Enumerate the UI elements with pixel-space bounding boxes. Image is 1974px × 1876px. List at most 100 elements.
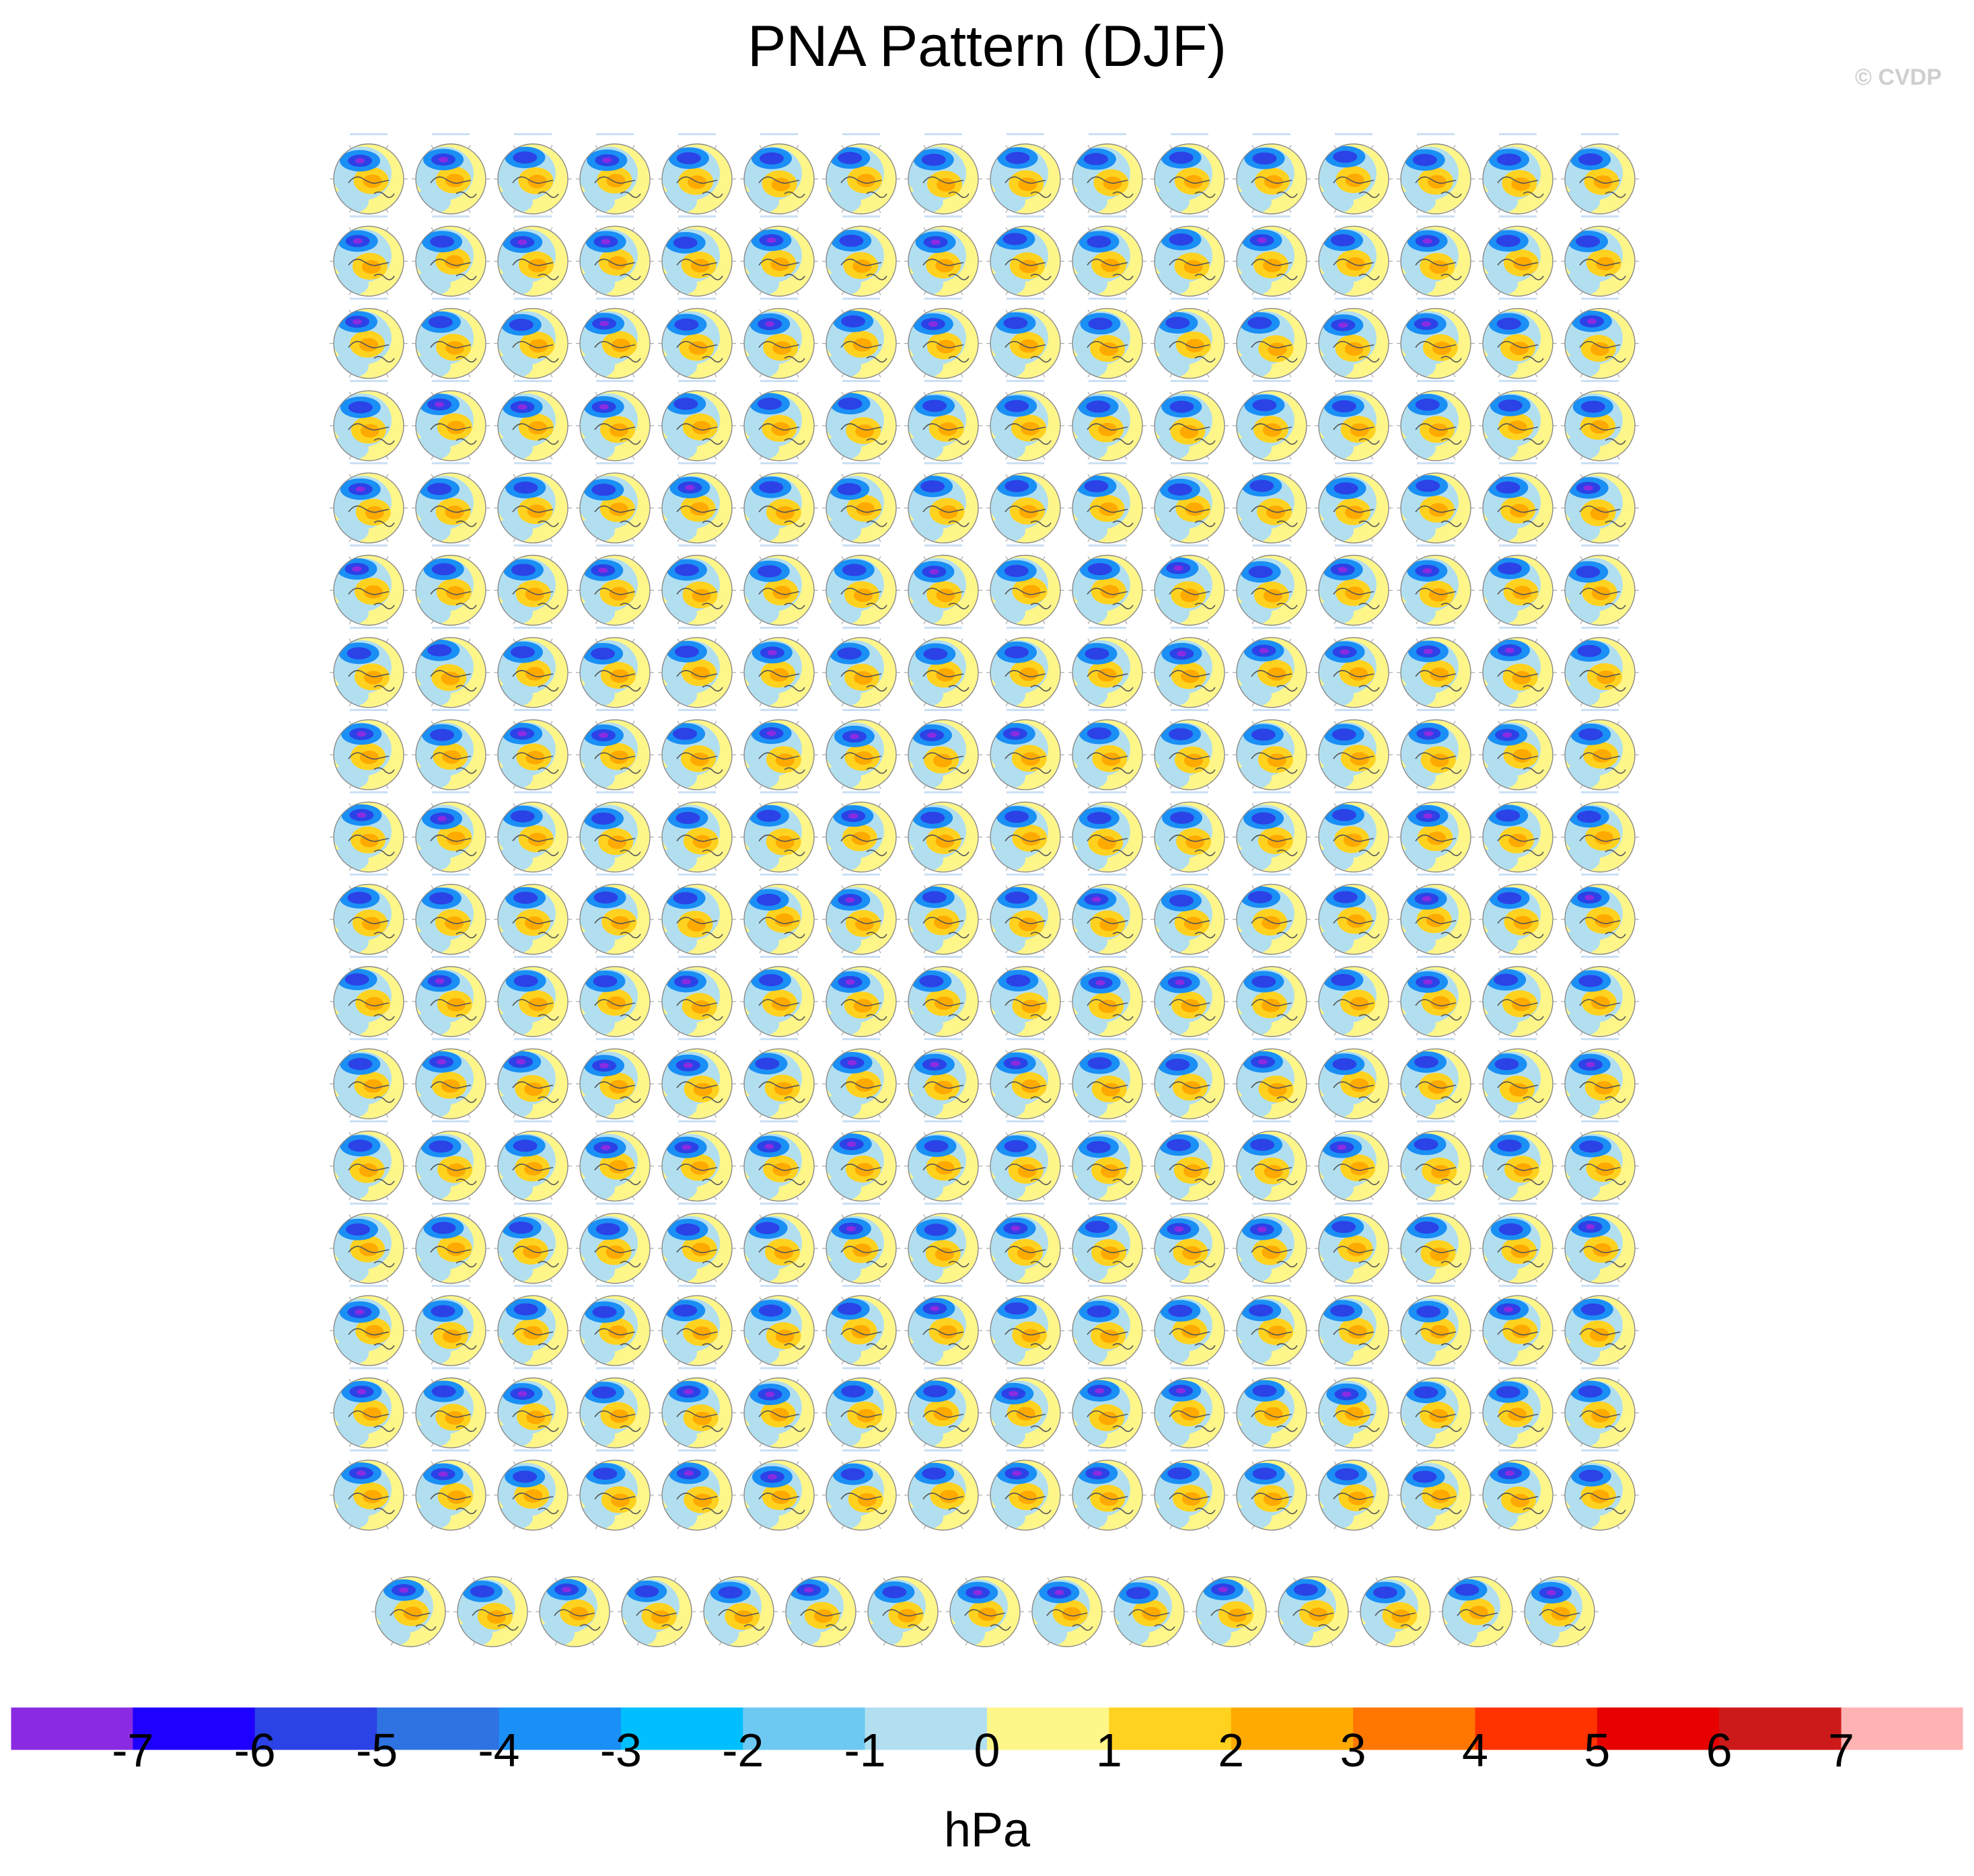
map-panel (1397, 1367, 1475, 1449)
map-panel (904, 1367, 982, 1449)
map-panel (412, 544, 490, 626)
map-panel (494, 956, 572, 1037)
map-panel (658, 791, 736, 873)
colorbar-tick-label: -1 (844, 1724, 886, 1776)
map-panel (658, 1038, 736, 1120)
map-panel (576, 1120, 654, 1202)
map-panel (1561, 462, 1639, 543)
map-panel (1561, 791, 1639, 873)
map-panel (740, 956, 818, 1037)
map-panel (1068, 956, 1146, 1037)
map-panel (494, 1449, 572, 1531)
map-panel (1068, 709, 1146, 790)
map-panel (330, 1449, 408, 1531)
map-panel (986, 215, 1064, 297)
colorbar-segment (1231, 1707, 1354, 1750)
map-panel (822, 1120, 900, 1202)
colorbar-tick-label: 7 (1828, 1724, 1854, 1776)
map-panel (986, 297, 1064, 379)
map-panel (1233, 215, 1311, 297)
colorbar-tick-label: -5 (356, 1724, 398, 1776)
map-panel (1315, 1367, 1393, 1449)
map-panel (658, 709, 736, 790)
map-panel (1150, 956, 1229, 1037)
map-panel (658, 956, 736, 1037)
map-panel (1397, 1038, 1475, 1120)
map-panel (1068, 462, 1146, 543)
map-panel (1315, 1449, 1393, 1531)
colorbar-segment (1353, 1707, 1476, 1750)
cvdp-watermark: © CVDP (1855, 65, 1942, 90)
map-panel (412, 1367, 490, 1449)
map-panel (1479, 379, 1557, 461)
map-panel (576, 791, 654, 873)
map-panel (494, 544, 572, 626)
map-panel (330, 626, 408, 708)
map-panel (1150, 1367, 1229, 1449)
map-panel (1561, 1202, 1639, 1284)
map-panel (1397, 215, 1475, 297)
map-panel (1397, 297, 1475, 379)
map-panel (1068, 544, 1146, 626)
colorbar-tick-label: -7 (112, 1724, 153, 1776)
colorbar-segment (743, 1707, 866, 1750)
map-panel (822, 1449, 900, 1531)
map-panel (1150, 1038, 1229, 1120)
colorbar-tick-label: 4 (1462, 1724, 1488, 1776)
map-panel (1068, 297, 1146, 379)
map-panel (1150, 544, 1229, 626)
map-panel (904, 1202, 982, 1284)
map-panel (1150, 462, 1229, 543)
map-panel (904, 626, 982, 708)
map-panel (330, 1038, 408, 1120)
map-panel (494, 133, 572, 215)
map-panel (904, 379, 982, 461)
map-panel (986, 1285, 1064, 1366)
map-panel (740, 133, 818, 215)
colorbar-tick-label: 3 (1340, 1724, 1366, 1776)
colorbar-tick-label: 1 (1096, 1724, 1122, 1776)
map-panel (740, 462, 818, 543)
map-panel (740, 1449, 818, 1531)
map-panel (1521, 1576, 1599, 1647)
map-panel (1150, 1202, 1229, 1284)
colorbar-segment (987, 1707, 1109, 1750)
map-panel (1561, 1367, 1639, 1449)
map-panel (782, 1576, 860, 1647)
colorbar-tick-label: -6 (234, 1724, 276, 1776)
map-panel (536, 1576, 614, 1647)
map-panel (1150, 297, 1229, 379)
map-panel (986, 544, 1064, 626)
map-panel (330, 791, 408, 873)
map-panel (494, 1202, 572, 1284)
map-panel (1068, 1285, 1146, 1366)
map-panel (1479, 626, 1557, 708)
map-panel (822, 626, 900, 708)
map-panel (1479, 544, 1557, 626)
map-panel (904, 791, 982, 873)
map-panel (576, 873, 654, 955)
map-panel (1315, 956, 1393, 1037)
colorbar-segment (620, 1707, 743, 1750)
map-panel (658, 873, 736, 955)
map-panel (740, 215, 818, 297)
map-panel (822, 1367, 900, 1449)
map-panel (494, 791, 572, 873)
map-panel (1315, 1038, 1393, 1120)
map-panel (1068, 379, 1146, 461)
page-title: PNA Pattern (DJF) (747, 14, 1227, 79)
map-panel (986, 1038, 1064, 1120)
map-panel (986, 791, 1064, 873)
map-panel (1479, 709, 1557, 790)
map-panel (986, 709, 1064, 790)
map-panel (822, 956, 900, 1037)
map-panel (1561, 1449, 1639, 1531)
map-panel (494, 1285, 572, 1366)
map-panel (658, 1120, 736, 1202)
map-panel (1233, 1202, 1311, 1284)
map-panel (412, 791, 490, 873)
map-panel (494, 297, 572, 379)
map-panel (330, 956, 408, 1037)
map-panel (1233, 1449, 1311, 1531)
map-panel (330, 215, 408, 297)
